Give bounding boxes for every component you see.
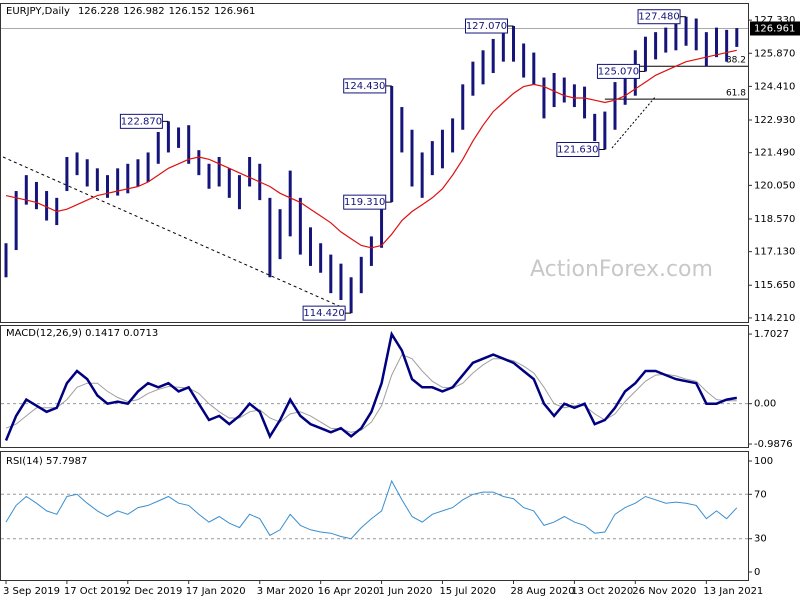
x-tick-label: 13 Jan 2021 [703, 586, 763, 597]
annotation-label: 122.870 [121, 116, 162, 127]
x-tick-label: 3 Sep 2019 [3, 586, 60, 597]
x-tick-label: 13 Oct 2020 [571, 586, 633, 597]
x-tick-label: 3 Mar 2020 [257, 586, 314, 597]
last-price-tag [750, 21, 800, 36]
watermark: ActionForex.com [530, 257, 713, 282]
y-tick-label: 122.930 [754, 115, 795, 126]
macd-title: MACD(12,26,9) 0.1417 0.0713 [6, 328, 158, 339]
y-tick-label: 124.410 [754, 81, 795, 92]
annotation-label: 125.070 [598, 66, 639, 77]
y-tick-label: 125.870 [754, 48, 795, 59]
x-tick-label: 17 Oct 2019 [64, 586, 126, 597]
y-tick-label: 127.330 [754, 15, 795, 26]
y-tick-label: 121.490 [754, 148, 795, 159]
y-tick-label: 0 [754, 567, 760, 578]
macd-panel [0, 325, 749, 448]
y-tick-label: 1.7027 [754, 329, 789, 340]
rsi-line [5, 479, 738, 540]
y-tick-label: 117.130 [754, 247, 795, 258]
price-panel [0, 3, 749, 323]
x-tick-label: 28 Aug 2020 [511, 586, 575, 597]
y-tick-label: 114.210 [754, 313, 795, 324]
annotation-box [343, 78, 387, 94]
y-tick-label: 118.570 [754, 214, 795, 225]
annotation-label: 119.310 [344, 197, 385, 208]
x-tick-label: 2 Dec 2019 [125, 586, 183, 597]
annotation-box [637, 9, 681, 25]
x-tick-label: 17 Jan 2020 [186, 586, 246, 597]
y-tick-label: 70 [754, 489, 767, 500]
annotation-box [119, 113, 163, 129]
annotation-box [302, 305, 346, 321]
symbol: EURJPY,Daily [6, 6, 70, 17]
macd-line [4, 330, 738, 441]
high: 126.982 [123, 6, 164, 17]
annotation-box [343, 194, 387, 210]
annotation-box [465, 18, 508, 34]
y-tick-label: 100 [754, 456, 773, 467]
close: 126.961 [214, 6, 255, 17]
annotation-box [596, 63, 640, 79]
x-tick-label: 16 Apr 2020 [318, 586, 380, 597]
x-tick-label: 1 Jun 2020 [379, 586, 433, 597]
y-tick-label: -0.9876 [754, 439, 793, 450]
moving-average [5, 49, 737, 249]
fib-label: 61.8 [726, 89, 746, 99]
fib-label: 38.2 [726, 56, 746, 66]
annotation-label: 114.420 [303, 308, 344, 319]
annotation-label: 121.630 [557, 144, 598, 155]
y-tick-label: 0.00 [754, 399, 776, 410]
trendline [611, 95, 657, 149]
annotation-box [556, 141, 600, 157]
annotation-label: 127.070 [466, 21, 507, 32]
x-tick-label: 15 Jul 2020 [439, 586, 496, 597]
rsi-title: RSI(14) 57.7987 [6, 456, 87, 467]
annotation-label: 124.430 [344, 81, 385, 92]
header: EURJPY,Daily 126.228 126.982 126.152 126.961 [6, 6, 255, 17]
open: 126.228 [78, 6, 119, 17]
annotation-label: 127.480 [638, 12, 679, 23]
signal-line [5, 353, 737, 433]
rsi-panel [0, 451, 749, 581]
low: 126.152 [169, 6, 210, 17]
y-tick-label: 30 [754, 534, 767, 545]
y-tick-label: 115.650 [754, 280, 795, 291]
x-tick-label: 26 Nov 2020 [632, 586, 696, 597]
trendline [2, 156, 349, 311]
last-price-label: 126.961 [754, 23, 795, 34]
y-tick-label: 120.050 [754, 180, 795, 191]
